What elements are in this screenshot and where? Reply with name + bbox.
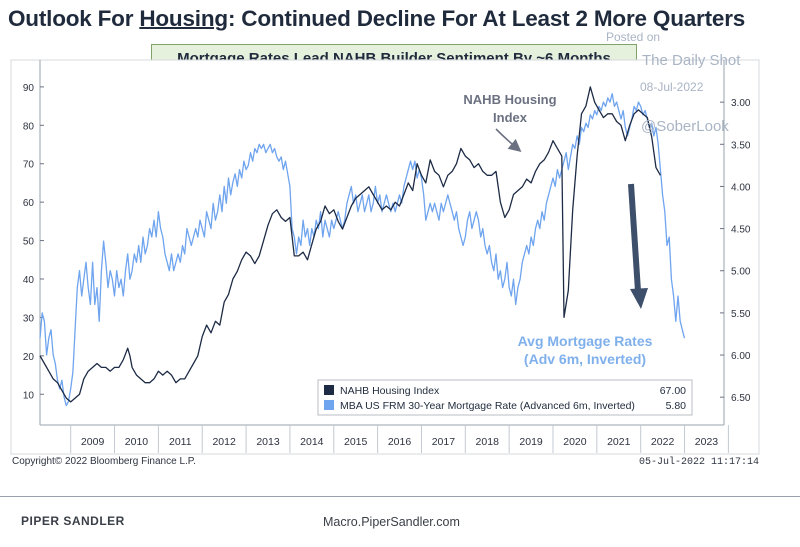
x-tick-label: 2017 (432, 436, 456, 448)
x-tick-label: 2011 (169, 436, 192, 448)
left-tick-label: 60 (23, 198, 35, 209)
legend: NAHB Housing Index 67.00 MBA US FRM 30-Y… (317, 379, 693, 416)
legend-value-nahb: 67.00 (660, 385, 686, 397)
x-tick-label: 2014 (300, 436, 324, 448)
left-tick-label: 30 (23, 313, 35, 324)
watermark-handle: @SoberLook (641, 118, 729, 135)
x-tick-label: 2019 (519, 436, 543, 448)
nahb-annotation-arrow (495, 128, 522, 153)
copyright-text: Copyright© 2022 Bloomberg Finance L.P. (12, 456, 196, 467)
left-tick-label: 10 (23, 390, 35, 401)
right-tick-label: 5.50 (731, 309, 751, 320)
right-axis-ticks: 3.00 3.50 4.00 4.50 5.00 5.50 6.00 6.50 (720, 98, 751, 404)
x-tick-label: 2020 (563, 436, 587, 448)
title-suffix: : Continued Decline For At Least 2 More … (227, 6, 746, 31)
x-tick-label: 2010 (125, 436, 149, 448)
gridlines (39, 60, 725, 426)
x-tick-label: 2009 (81, 436, 105, 448)
left-axis-ticks: 10 20 30 40 50 60 70 80 90 (23, 83, 44, 401)
mortgage-annotation-line1: Avg Mortgage Rates (518, 333, 653, 349)
nahb-annotation-line2: Index (493, 110, 528, 125)
left-tick-label: 50 (23, 237, 35, 248)
title-prefix: Outlook For (8, 6, 140, 31)
left-tick-label: 40 (23, 275, 35, 286)
legend-swatch-mba (324, 400, 334, 410)
x-axis-ticks: 2009 2010 2011 2012 2013 2014 2015 2016 2017 2018… (70, 425, 729, 453)
series-line-mba-mortgage-rate (39, 93, 686, 407)
right-tick-label: 6.50 (731, 393, 751, 404)
legend-label-mba: MBA US FRM 30-Year Mortgage Rate (Advanc… (340, 400, 635, 412)
x-tick-label: 2016 (388, 436, 412, 448)
line-chart: 10 20 30 40 50 60 70 80 90 3.00 3.50 4.00 4.50 5.00 5… (10, 59, 760, 468)
right-tick-label: 4.00 (731, 182, 751, 193)
title-underlined: Housing (139, 6, 228, 31)
footer-divider (0, 496, 800, 497)
mortgage-annotation-line2: (Adv 6m, Inverted) (524, 351, 646, 367)
right-tick-label: 4.50 (731, 225, 751, 236)
page-title: Outlook For Housing: Continued Decline F… (8, 6, 745, 32)
footer-brand: PIPER SANDLER (21, 514, 125, 528)
right-tick-label: 3.50 (731, 140, 751, 151)
x-tick-label: 2012 (212, 436, 236, 448)
x-tick-label: 2021 (607, 436, 631, 448)
watermark-site: The Daily Shot (642, 52, 741, 69)
left-tick-label: 20 (23, 352, 35, 363)
watermark-date: 08-Jul-2022 (640, 80, 704, 94)
right-tick-label: 3.00 (731, 98, 751, 109)
x-tick-label: 2018 (476, 436, 500, 448)
timestamp-text: 05-Jul-2022 11:17:14 (639, 456, 759, 468)
left-tick-label: 70 (23, 160, 35, 171)
decline-arrow (628, 183, 648, 309)
left-tick-label: 90 (23, 83, 35, 94)
right-tick-label: 6.00 (731, 351, 751, 362)
x-tick-label: 2022 (651, 436, 675, 448)
watermark-posted: Posted on (606, 30, 661, 44)
right-tick-label: 5.00 (731, 267, 751, 278)
x-tick-label: 2023 (695, 436, 719, 448)
series-line-nahb-index (39, 86, 661, 403)
left-tick-label: 80 (23, 121, 35, 132)
legend-swatch-nahb (324, 385, 334, 395)
legend-box (317, 379, 693, 416)
legend-label-nahb: NAHB Housing Index (340, 385, 440, 397)
x-tick-label: 2015 (344, 436, 368, 448)
x-tick-label: 2013 (256, 436, 280, 448)
footer-url[interactable]: Macro.PiperSandler.com (323, 515, 460, 529)
nahb-annotation-line1: NAHB Housing (463, 92, 556, 107)
legend-value-mba: 5.80 (666, 400, 687, 412)
